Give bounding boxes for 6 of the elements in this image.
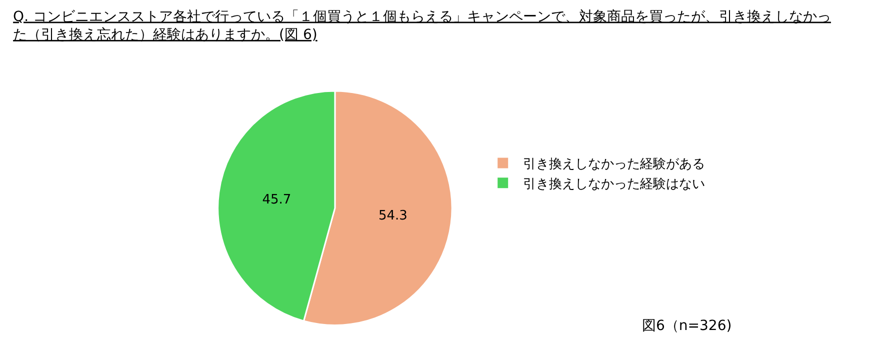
- legend-label: 引き換えしなかった経験がある: [522, 157, 705, 172]
- legend-label: 引き換えしなかった経験はない: [522, 176, 705, 192]
- data-label: 45.7: [262, 192, 292, 208]
- caption: 図6（n=326): [642, 318, 732, 334]
- data-label: 54.3: [378, 208, 408, 224]
- chart-title: Q. コンビニエンスストア各社で行っている「１個買うと１個もらえる」キャンペーンで、対象商品を買ったが、引き換えしなかった（引き換え忘れた）経験はありますか。(図 6): [13, 8, 831, 43]
